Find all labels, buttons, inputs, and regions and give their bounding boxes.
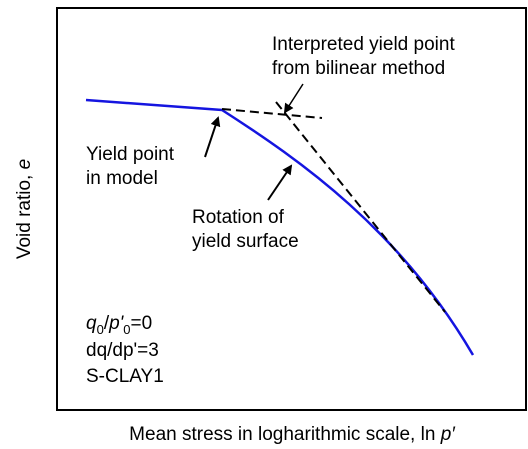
text: / bbox=[104, 313, 110, 334]
annotation: Yield point bbox=[86, 144, 175, 165]
symbol: q bbox=[86, 313, 97, 334]
model-curve bbox=[85, 98, 475, 356]
annotation: in model bbox=[86, 168, 158, 189]
text: Mean stress in logharithmic scale, ln bbox=[129, 424, 441, 445]
annotation: Interpreted yield point bbox=[272, 34, 455, 55]
post-yield-line bbox=[275, 101, 446, 313]
y-axis-label: Void ratio, e bbox=[14, 159, 35, 259]
arrow bbox=[283, 83, 304, 114]
annotation: yield surface bbox=[192, 231, 299, 252]
arrow bbox=[204, 116, 221, 158]
annotation: from bilinear method bbox=[272, 58, 445, 79]
parameter: S-CLAY1 bbox=[86, 366, 164, 387]
subscript: 0 bbox=[123, 322, 130, 337]
x-axis-label: Mean stress in logharithmic scale, ln p′ bbox=[129, 424, 456, 445]
parameter: q0/p'0=0 bbox=[86, 313, 152, 337]
parameter: dq/dp'=3 bbox=[86, 340, 159, 361]
symbol: p′ bbox=[440, 424, 457, 445]
pre-yield-line bbox=[221, 108, 323, 119]
arrow bbox=[267, 164, 293, 201]
annotation: Rotation of bbox=[192, 207, 285, 228]
frame bbox=[56, 7, 527, 411]
symbol: e bbox=[14, 159, 35, 170]
text: Void ratio, bbox=[14, 169, 35, 259]
text: =0 bbox=[131, 313, 153, 334]
symbol: p' bbox=[108, 313, 125, 334]
subscript: 0 bbox=[97, 322, 104, 337]
